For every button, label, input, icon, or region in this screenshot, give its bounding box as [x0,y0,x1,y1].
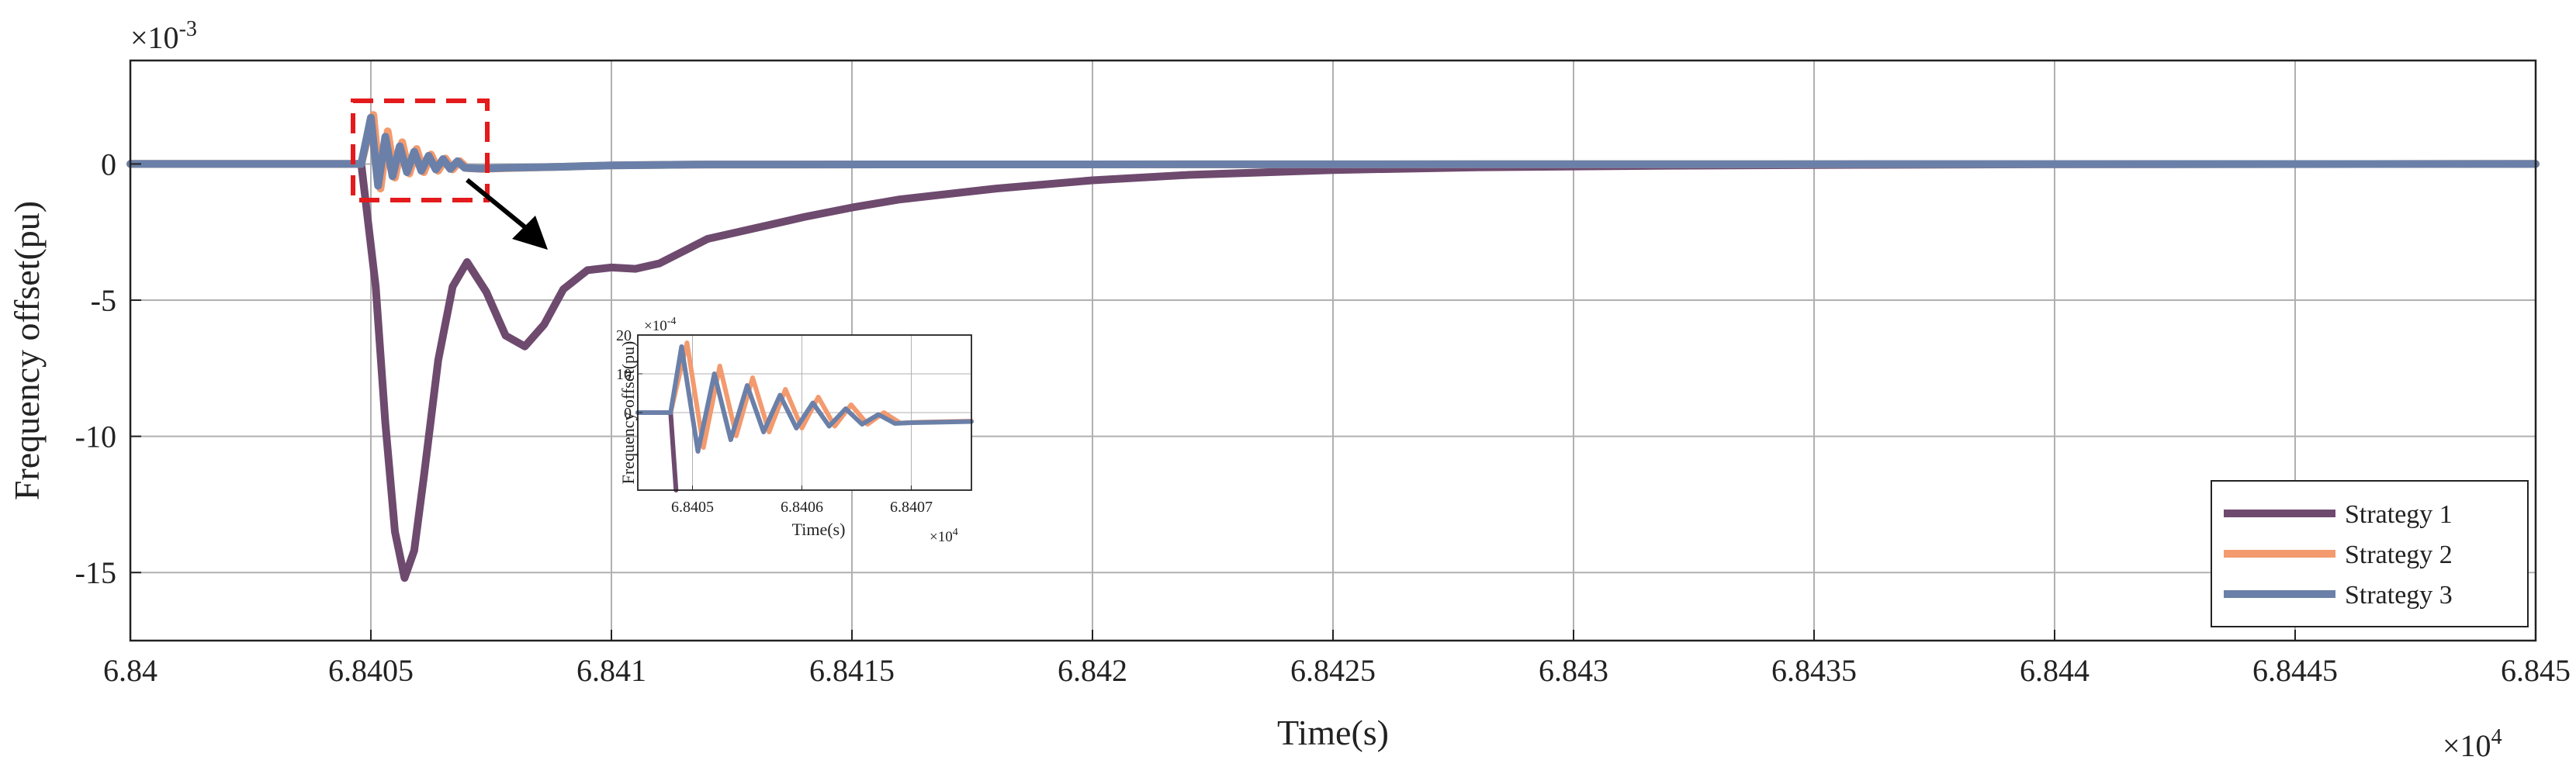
y-tick-label: -5 [91,283,116,318]
y-multiplier-label: ×10-3 [130,17,197,55]
x-tick-label: 6.845 [2501,653,2571,688]
y-tick-label: 0 [101,147,116,181]
inset-x-tick-label: 6.8405 [671,499,714,516]
inset-chart: 6.8405 6.8406 6.8407 20 10 0 Time(s) Frequenc… [616,316,974,545]
main-series [126,111,2540,582]
zoom-box [351,98,490,202]
x-tick-label: 6.8415 [809,653,895,688]
x-tick-label: 6.844 [2020,653,2090,688]
x-axis-title: Time(s) [1277,713,1389,752]
legend-label-1: Strategy 1 [2345,500,2453,529]
svg-text:×10-3: ×10-3 [130,17,197,55]
svg-text:×104: ×104 [930,527,958,545]
inset-y-multiplier-label: ×10-4 [644,316,676,334]
series-line-3 [126,113,2540,190]
y-tick-label: -10 [75,420,116,454]
x-tick-label: 6.8445 [2252,653,2338,688]
legend-label-2: Strategy 2 [2345,541,2453,569]
series-line-1 [126,160,2540,582]
main-grid [130,60,2536,641]
x-tick-label: 6.8435 [1771,653,1857,688]
inset-x-axis-title: Time(s) [792,520,846,539]
y-tick-label: -15 [75,555,116,590]
y-axis-title: Frequency offset(pu) [7,201,47,500]
zoom-arrow [466,178,548,250]
x-tick-label: 6.8405 [328,653,414,688]
x-tick-label: 6.841 [576,653,646,688]
x-tick-label: 6.84 [103,653,158,688]
x-tick-label: 6.842 [1058,653,1127,688]
inset-x-tick-label: 6.8406 [781,499,823,516]
inset-series-line-3 [635,344,974,454]
svg-text:×10-4: ×10-4 [644,316,676,334]
x-tick-label: 6.8425 [1290,653,1376,688]
inset-y-tick-label: 0 [624,405,632,422]
inset-y-tick-label: 20 [616,327,632,344]
legend: Strategy 1 Strategy 2 Strategy 3 [2211,480,2529,627]
inset-y-axis-title: Frequency offset(pu) [618,341,638,485]
svg-text:×104: ×104 [2443,725,2502,763]
x-multiplier-label: ×104 [2443,725,2502,763]
inset-x-multiplier-label: ×104 [930,527,958,545]
inset-ticks: 6.8405 6.8406 6.8407 20 10 0 [616,327,933,516]
x-tick-label: 6.843 [1539,653,1608,688]
legend-label-3: Strategy 3 [2345,581,2453,610]
inset-x-tick-label: 6.8407 [890,499,933,516]
main-ticks: 6.84 6.8405 6.841 6.8415 6.842 6.8425 6.843 6.8… [75,147,2571,688]
inset-series [635,340,974,492]
inset-y-tick-label: 10 [616,366,632,383]
